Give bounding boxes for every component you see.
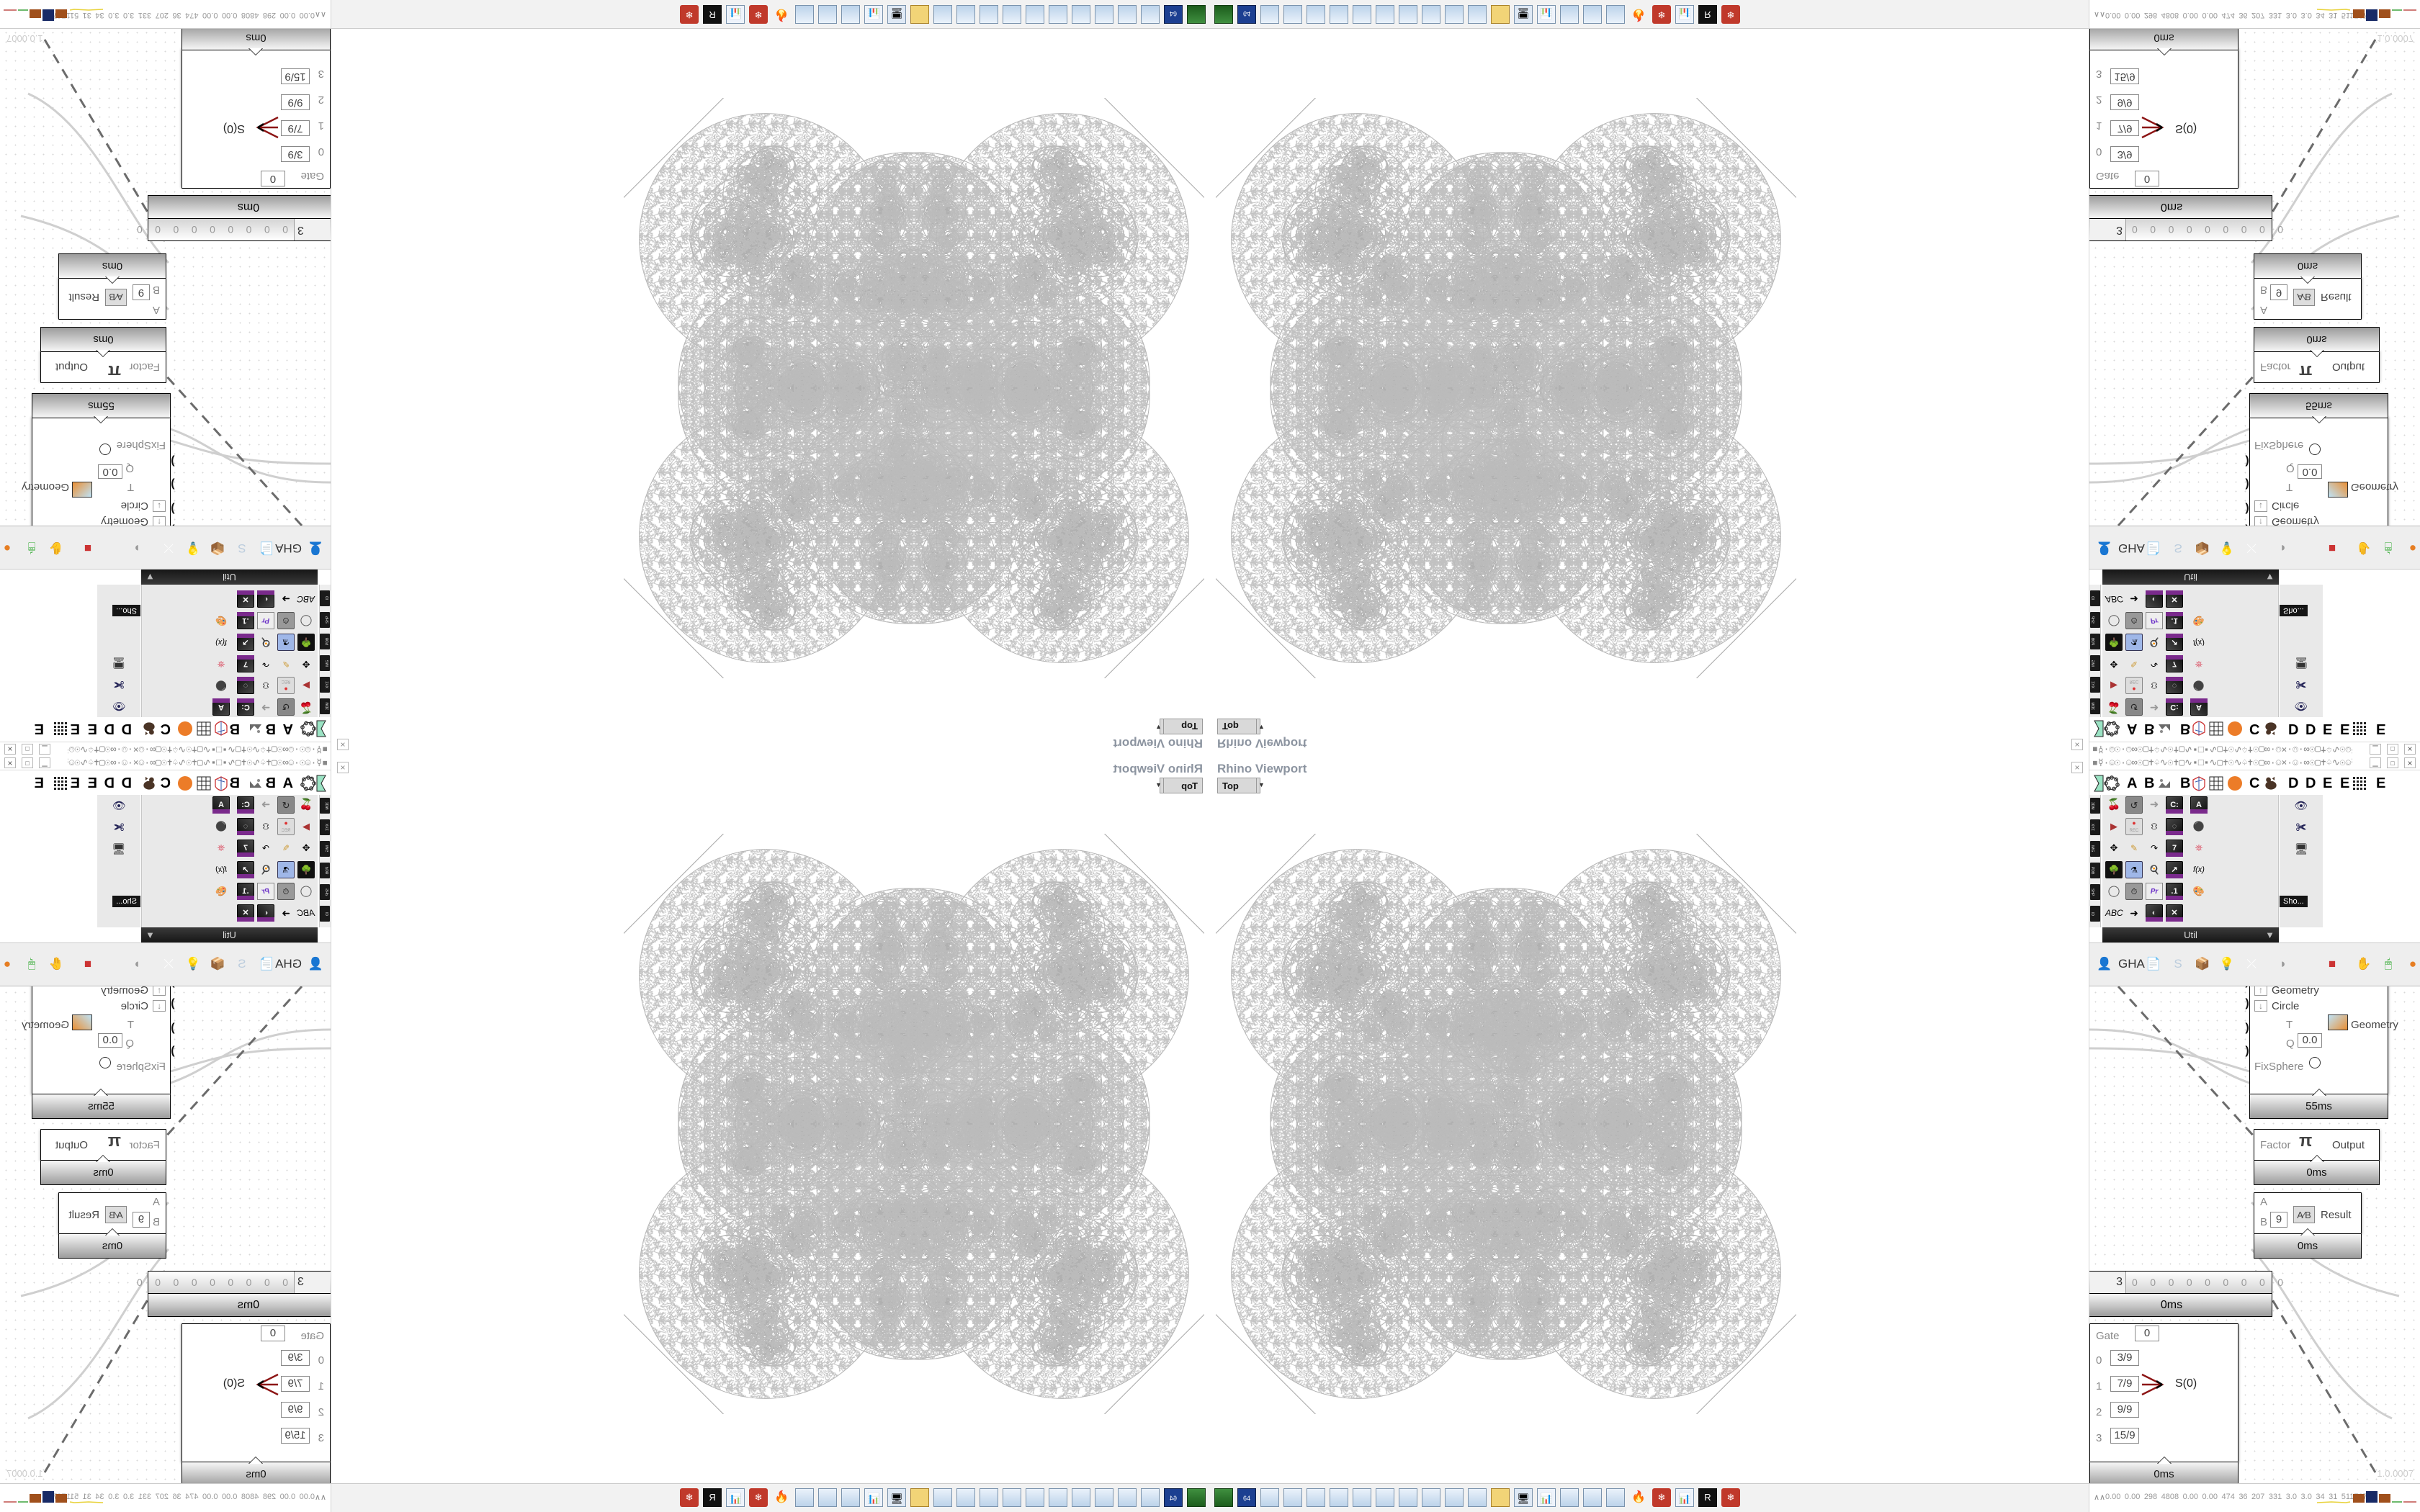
svg-text:A: A [2127,721,2137,737]
svg-text:D: D [2305,721,2316,737]
svg-text:E: E [71,721,80,737]
svg-text:D: D [2305,775,2316,791]
svg-text:D: D [122,775,132,791]
svg-text:B: B [266,775,276,791]
svg-text:B: B [230,775,240,791]
svg-text:A: A [283,721,293,737]
svg-text:B: B [2180,775,2190,791]
svg-text:E: E [2340,775,2349,791]
svg-text:E: E [2376,775,2385,791]
svg-text:D: D [104,775,115,791]
svg-text:E: E [88,775,97,791]
svg-text:D: D [104,721,115,737]
svg-text:C: C [2249,775,2259,791]
svg-text:E: E [2323,775,2332,791]
svg-text:C: C [2249,721,2259,737]
svg-text:B: B [2144,775,2154,791]
svg-text:A: A [283,775,293,791]
svg-text:B: B [2144,721,2154,737]
svg-text:E: E [35,721,44,737]
svg-text:B: B [266,721,276,737]
svg-text:E: E [35,775,44,791]
svg-text:A: A [2127,775,2137,791]
svg-text:B: B [2180,721,2190,737]
svg-text:E: E [88,721,97,737]
svg-text:B: B [230,721,240,737]
svg-text:E: E [71,775,80,791]
svg-text:E: E [2376,721,2385,737]
svg-text:D: D [2288,721,2298,737]
svg-text:D: D [2288,775,2298,791]
svg-text:C: C [161,721,171,737]
svg-text:C: C [161,775,171,791]
svg-text:E: E [2323,721,2332,737]
svg-text:D: D [122,721,132,737]
svg-text:E: E [2340,721,2349,737]
